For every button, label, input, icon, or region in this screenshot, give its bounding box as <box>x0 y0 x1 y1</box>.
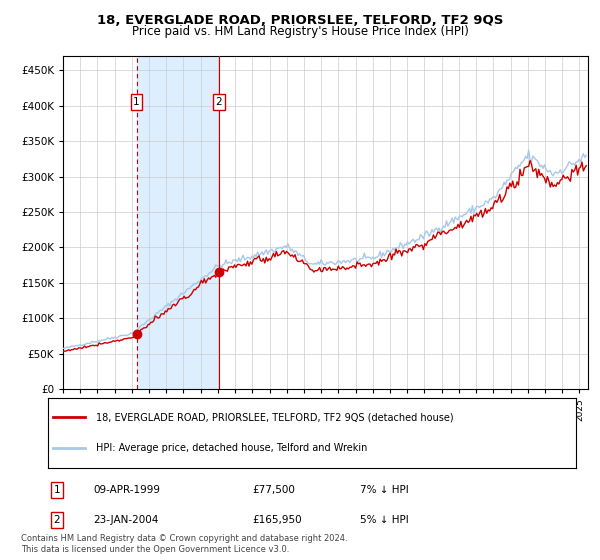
Text: Contains HM Land Registry data © Crown copyright and database right 2024.: Contains HM Land Registry data © Crown c… <box>21 534 347 543</box>
Text: 18, EVERGLADE ROAD, PRIORSLEE, TELFORD, TF2 9QS (detached house): 18, EVERGLADE ROAD, PRIORSLEE, TELFORD, … <box>95 412 453 422</box>
Bar <box>137 56 219 389</box>
Text: 7% ↓ HPI: 7% ↓ HPI <box>360 485 409 495</box>
Text: 2: 2 <box>53 515 61 525</box>
Text: 1: 1 <box>53 485 61 495</box>
Text: 23-JAN-2004: 23-JAN-2004 <box>93 515 158 525</box>
Text: 5% ↓ HPI: 5% ↓ HPI <box>360 515 409 525</box>
Text: 09-APR-1999: 09-APR-1999 <box>93 485 160 495</box>
Text: This data is licensed under the Open Government Licence v3.0.: This data is licensed under the Open Gov… <box>21 545 289 554</box>
Text: HPI: Average price, detached house, Telford and Wrekin: HPI: Average price, detached house, Telf… <box>95 443 367 453</box>
Text: Price paid vs. HM Land Registry's House Price Index (HPI): Price paid vs. HM Land Registry's House … <box>131 25 469 38</box>
Text: £165,950: £165,950 <box>252 515 302 525</box>
Text: 18, EVERGLADE ROAD, PRIORSLEE, TELFORD, TF2 9QS: 18, EVERGLADE ROAD, PRIORSLEE, TELFORD, … <box>97 14 503 27</box>
Text: 2: 2 <box>215 97 222 107</box>
Text: 1: 1 <box>133 97 140 107</box>
Text: £77,500: £77,500 <box>252 485 295 495</box>
